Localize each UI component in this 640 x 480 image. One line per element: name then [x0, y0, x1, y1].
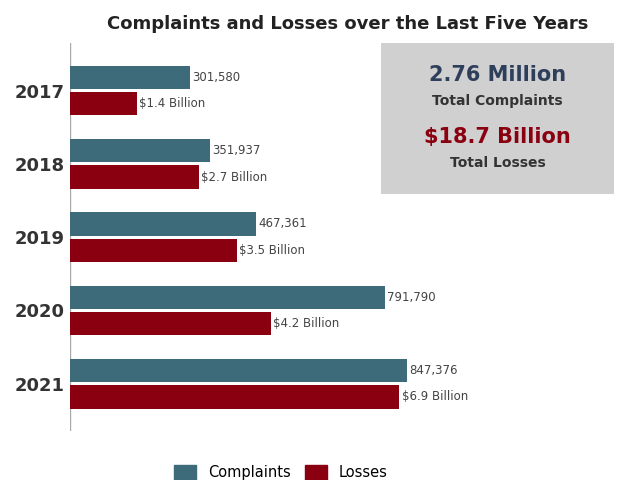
Text: 847,376: 847,376 [410, 364, 458, 377]
Title: Complaints and Losses over the Last Five Years: Complaints and Losses over the Last Five… [107, 15, 588, 33]
Bar [70, 165, 199, 189]
Text: 467,361: 467,361 [259, 217, 307, 230]
Bar [70, 92, 137, 116]
Text: 351,937: 351,937 [212, 144, 260, 157]
Text: 791,790: 791,790 [387, 291, 436, 304]
Text: $1.4 Billion: $1.4 Billion [140, 97, 205, 110]
Text: $18.7 Billion: $18.7 Billion [424, 127, 571, 147]
Bar [70, 312, 271, 336]
Text: $3.5 Billion: $3.5 Billion [239, 244, 305, 257]
Bar [70, 212, 256, 236]
Bar [70, 239, 237, 262]
Bar [70, 66, 190, 89]
Text: $4.2 Billion: $4.2 Billion [273, 317, 339, 330]
Bar [70, 139, 210, 162]
Legend: Complaints, Losses: Complaints, Losses [168, 459, 394, 480]
Bar [70, 286, 385, 309]
Text: 2.76 Million: 2.76 Million [429, 65, 566, 85]
Text: 301,580: 301,580 [193, 71, 241, 84]
Text: $2.7 Billion: $2.7 Billion [201, 170, 268, 183]
Text: Total Complaints: Total Complaints [432, 94, 563, 108]
Bar [70, 385, 399, 408]
Text: Total Losses: Total Losses [450, 156, 545, 170]
Text: $6.9 Billion: $6.9 Billion [402, 390, 468, 404]
Bar [70, 359, 407, 382]
